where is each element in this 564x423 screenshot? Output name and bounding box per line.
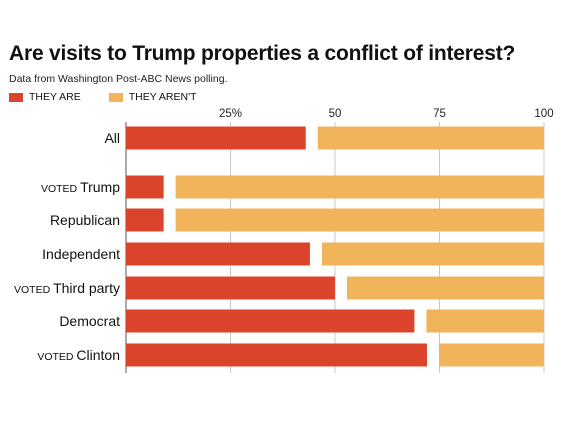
bar-they-arent-4 (347, 276, 544, 300)
category-name-4: Third party (53, 280, 120, 296)
x-tick-label-50: 50 (329, 108, 342, 120)
bar-they-are-1 (126, 175, 164, 199)
chart-subtitle: Data from Washington Post-ABC News polli… (9, 73, 228, 85)
x-tick-label-75: 75 (433, 108, 446, 120)
bar-they-arent-5 (426, 309, 544, 333)
bar-they-arent-0 (317, 126, 544, 150)
category-label-0: All (104, 130, 120, 146)
x-tick-label-100: 100 (534, 108, 553, 120)
bar-they-arent-2 (175, 208, 544, 232)
category-name-2: Republican (50, 212, 120, 228)
category-name-3: Independent (42, 246, 120, 262)
bar-they-are-5 (126, 309, 415, 333)
chart-legend: THEY ARE THEY AREN'T (9, 91, 225, 103)
legend-label-they-arent: THEY AREN'T (128, 91, 197, 103)
legend-item-they-are: THEY ARE (9, 91, 81, 103)
legend-item-they-arent: THEY AREN'T (108, 91, 197, 103)
legend-swatch-they-arent (108, 92, 123, 102)
category-name-1: Trump (80, 179, 120, 195)
chart-title: Are visits to Trump properties a conflic… (9, 42, 516, 65)
legend-swatch-they-are (9, 92, 23, 102)
x-tick-label-25: 25% (219, 108, 242, 120)
category-label-3: Independent (42, 246, 120, 262)
bar-they-are-0 (126, 126, 306, 150)
category-name-5: Democrat (59, 313, 120, 329)
bar-they-are-4 (126, 276, 335, 300)
category-label-2: Republican (50, 212, 120, 228)
bar-they-arent-6 (438, 343, 544, 367)
category-prefix-1: VOTED (41, 183, 80, 195)
category-prefix-4: VOTED (14, 284, 53, 296)
bar-they-are-6 (126, 343, 427, 367)
bar-they-are-2 (126, 208, 164, 232)
category-name-6: Clinton (76, 347, 120, 363)
category-label-5: Democrat (59, 313, 120, 329)
category-label-6: VOTED Clinton (37, 347, 120, 363)
category-label-4: VOTED Third party (14, 280, 120, 296)
bar-they-are-3 (126, 242, 310, 266)
legend-label-they-are: THEY ARE (29, 91, 81, 103)
category-prefix-6: VOTED (37, 351, 76, 363)
category-name-0: All (104, 130, 120, 146)
bar-they-arent-3 (321, 242, 544, 266)
category-label-1: VOTED Trump (41, 179, 120, 195)
bar-they-arent-1 (175, 175, 544, 199)
